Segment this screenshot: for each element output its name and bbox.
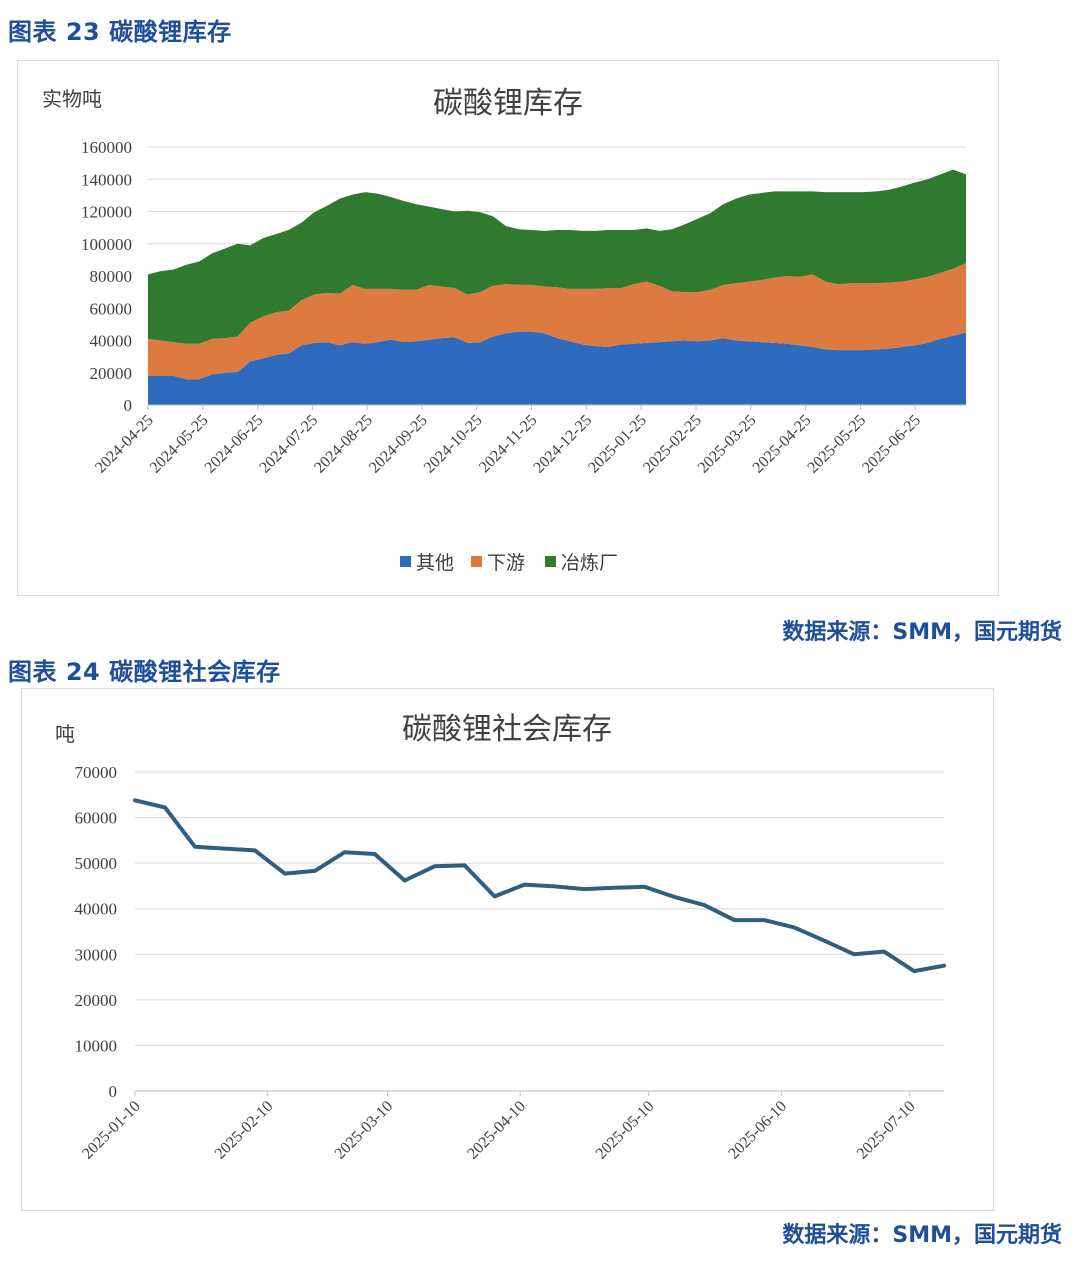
- legend-swatch-3: [545, 556, 556, 567]
- x-tick-label: 2025-04-10: [464, 1098, 529, 1163]
- data-point: [882, 950, 886, 954]
- legend-label-3: 冶炼厂: [561, 552, 618, 574]
- y-tick-label: 20000: [75, 991, 118, 1010]
- x-tick-label: 2025-02-25: [640, 412, 705, 477]
- x-tick-label: 2025-05-25: [804, 412, 869, 477]
- x-tick-label: 2024-04-25: [92, 412, 157, 477]
- data-point: [343, 850, 347, 854]
- legend-swatch-1: [400, 556, 411, 567]
- figure-2-source: 数据来源：SMM，国元期货: [782, 1223, 1062, 1248]
- data-point: [732, 918, 736, 922]
- legend-label-1: 其他: [416, 552, 454, 574]
- y-tick-label: 140000: [81, 170, 132, 189]
- data-point: [523, 883, 527, 887]
- chart-1-y-unit: 实物吨: [42, 88, 102, 111]
- x-tick-label: 2025-04-25: [750, 412, 815, 477]
- data-point: [163, 806, 167, 810]
- data-point: [702, 903, 706, 907]
- inventory-line: [133, 798, 946, 974]
- y-tick-label: 80000: [90, 267, 133, 286]
- data-point: [493, 894, 497, 898]
- data-point: [223, 847, 227, 851]
- area-series-2: [148, 263, 966, 380]
- data-point: [582, 887, 586, 891]
- x-tick-label: 2024-09-25: [366, 412, 431, 477]
- data-point: [403, 878, 407, 882]
- y-tick-label: 60000: [75, 809, 118, 828]
- chart-2-title: 碳酸锂社会库存: [402, 713, 612, 746]
- data-point: [133, 798, 137, 802]
- y-tick-label: 30000: [75, 945, 118, 964]
- data-point: [642, 885, 646, 889]
- x-tick-label: 2025-01-10: [79, 1098, 144, 1163]
- y-tick-label: 40000: [90, 332, 133, 351]
- chart-2-y-unit: 吨: [55, 723, 75, 746]
- y-tick-label: 100000: [81, 235, 132, 254]
- x-tick-label: 2024-06-25: [202, 412, 267, 477]
- x-tick-label: 2024-12-25: [530, 412, 595, 477]
- y-tick-label: 50000: [75, 854, 118, 873]
- x-tick-label: 2025-03-10: [332, 1098, 397, 1163]
- data-point: [672, 895, 676, 899]
- chart-1-title: 碳酸锂库存: [433, 87, 583, 120]
- y-tick-label: 160000: [81, 138, 132, 157]
- y-tick-label: 70000: [75, 763, 118, 782]
- data-point: [463, 863, 467, 867]
- x-tick-label: 2025-05-10: [593, 1098, 658, 1163]
- x-tick-label: 2025-07-10: [854, 1098, 919, 1163]
- y-tick-label: 0: [109, 1082, 118, 1101]
- y-tick-label: 10000: [75, 1036, 118, 1055]
- data-point: [822, 939, 826, 943]
- social-inventory-line-chart: 碳酸锂社会库存 吨 0 10000 20000 30000 40000 50000 60000 7…: [55, 713, 946, 1163]
- data-point: [912, 969, 916, 973]
- y-tick-label: 40000: [75, 900, 118, 919]
- x-tick-label: 2024-08-25: [311, 412, 376, 477]
- y-tick-label: 60000: [90, 299, 133, 318]
- y-tick-label: 20000: [90, 364, 133, 383]
- data-point: [852, 952, 856, 956]
- legend-swatch-2: [471, 556, 482, 567]
- x-tick-label: 2024-11-25: [476, 412, 540, 476]
- area-series-3: [148, 169, 966, 344]
- x-tick-label: 2025-06-10: [725, 1098, 790, 1163]
- data-point: [433, 864, 437, 868]
- figure-1-source: 数据来源：SMM，国元期货: [782, 620, 1062, 645]
- inventory-stacked-area-chart: 碳酸锂库存 实物吨 0 20000 40000 60000 80000 100000 12000…: [42, 87, 966, 574]
- x-tick-label: 2024-10-25: [421, 412, 486, 477]
- area-series-1: [148, 331, 966, 405]
- x-tick-label: 2024-07-25: [256, 412, 321, 477]
- x-tick-label: 2025-06-25: [859, 412, 924, 477]
- data-point: [762, 918, 766, 922]
- data-point: [612, 886, 616, 890]
- x-tick-label: 2025-03-25: [695, 412, 760, 477]
- figure-2-caption: 图表 24 碳酸锂社会库存: [8, 658, 281, 686]
- chart-1-panel: 碳酸锂库存 实物吨 0 20000 40000 60000 80000 100000 12000…: [17, 60, 999, 596]
- x-tick-label: 2025-01-25: [585, 412, 650, 477]
- data-point: [792, 925, 796, 929]
- x-tick-label: 2024-05-25: [147, 412, 212, 477]
- chart-2-panel: 碳酸锂社会库存 吨 0 10000 20000 30000 40000 50000 60000 7…: [21, 688, 994, 1211]
- y-tick-label: 120000: [81, 203, 132, 222]
- data-point: [253, 848, 257, 852]
- data-point: [373, 852, 377, 856]
- data-point: [552, 884, 556, 888]
- data-point: [313, 869, 317, 873]
- data-point: [942, 964, 946, 968]
- figure-1-caption: 图表 23 碳酸锂库存: [8, 18, 232, 46]
- x-tick-label: 2025-02-10: [212, 1098, 277, 1163]
- legend-label-2: 下游: [487, 552, 525, 574]
- y-tick-label: 0: [124, 396, 133, 415]
- data-point: [193, 845, 197, 849]
- data-point: [283, 872, 287, 876]
